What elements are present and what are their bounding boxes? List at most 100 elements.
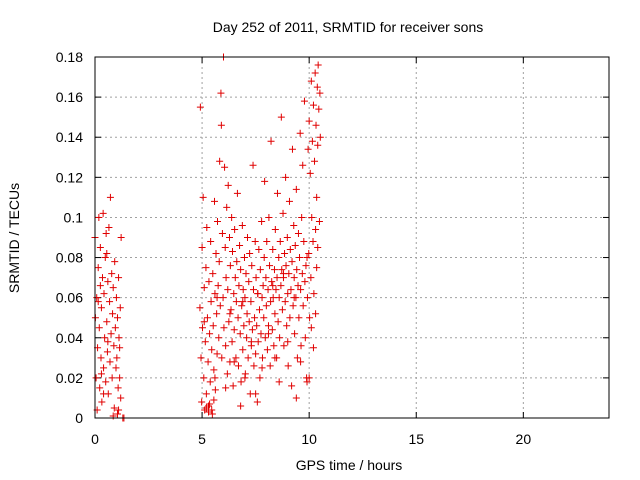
data-point — [265, 213, 273, 221]
data-point — [277, 282, 285, 290]
data-point — [206, 330, 214, 338]
data-point — [107, 330, 115, 338]
data-point — [297, 358, 305, 366]
data-point — [282, 262, 290, 270]
data-point — [269, 294, 277, 302]
data-point — [93, 294, 101, 302]
y-tick-label: 0.16 — [56, 89, 83, 105]
data-point — [289, 302, 297, 310]
data-point — [96, 384, 104, 392]
data-point — [230, 358, 238, 366]
data-point — [315, 217, 323, 225]
data-point — [316, 133, 324, 141]
data-point — [245, 278, 253, 286]
data-point — [223, 370, 231, 378]
data-point — [230, 290, 238, 298]
data-point — [112, 364, 120, 372]
data-point — [302, 262, 310, 270]
data-point — [100, 364, 108, 372]
data-point — [230, 326, 238, 334]
data-point — [269, 246, 277, 254]
data-point — [259, 282, 267, 290]
data-point — [117, 394, 125, 402]
data-point — [310, 290, 318, 298]
data-point — [298, 213, 306, 221]
data-point — [300, 238, 308, 246]
data-point — [285, 197, 293, 205]
data-point — [299, 161, 307, 169]
data-point — [205, 278, 213, 286]
data-point — [197, 354, 205, 362]
data-point — [99, 209, 107, 217]
data-point — [254, 338, 262, 346]
data-point — [297, 286, 305, 294]
x-tick-label: 20 — [516, 431, 532, 447]
data-point — [249, 161, 257, 169]
data-point — [253, 322, 261, 330]
data-point — [97, 304, 105, 312]
x-tick-label: 15 — [408, 431, 424, 447]
data-point — [296, 129, 304, 137]
data-point — [200, 374, 208, 382]
data-point — [275, 294, 283, 302]
data-point — [113, 354, 121, 362]
data-point — [106, 193, 114, 201]
data-point — [305, 374, 313, 382]
data-point — [239, 286, 247, 294]
data-point — [280, 342, 288, 350]
data-point — [288, 382, 296, 390]
data-point — [270, 342, 278, 350]
data-point — [288, 258, 296, 266]
data-point — [97, 370, 105, 378]
data-point — [94, 298, 102, 306]
data-point — [231, 274, 239, 282]
data-point — [276, 334, 284, 342]
data-point — [213, 294, 221, 302]
data-point — [288, 145, 296, 153]
data-point — [211, 386, 219, 394]
data-point — [115, 274, 123, 282]
data-point — [294, 229, 302, 237]
data-point — [315, 105, 323, 113]
x-tick-label: 5 — [198, 431, 206, 447]
data-point — [312, 310, 320, 318]
data-point — [222, 384, 230, 392]
data-point — [301, 334, 309, 342]
axis-ticks — [94, 56, 609, 419]
data-point — [308, 213, 316, 221]
data-point — [219, 294, 227, 302]
data-point — [303, 254, 311, 262]
data-point — [209, 270, 217, 278]
data-point — [240, 254, 248, 262]
data-point — [216, 302, 224, 310]
data-point — [101, 254, 109, 262]
data-point — [255, 246, 263, 254]
data-point — [262, 302, 270, 310]
data-point — [263, 238, 271, 246]
data-point — [225, 318, 233, 326]
data-point — [237, 402, 245, 410]
data-point — [282, 173, 290, 181]
data-point — [236, 242, 244, 250]
data-point — [290, 294, 298, 302]
y-tick-label: 0 — [75, 410, 83, 426]
data-point — [303, 294, 311, 302]
data-point — [102, 229, 110, 237]
y-tick-label: 0.04 — [56, 330, 83, 346]
x-tick-label: 0 — [91, 431, 99, 447]
data-point — [225, 234, 233, 241]
data-point — [224, 286, 232, 294]
data-point — [210, 366, 218, 374]
data-point — [103, 318, 111, 326]
data-point — [274, 318, 282, 326]
data-point — [255, 306, 263, 314]
data-point — [215, 334, 223, 342]
data-point — [304, 145, 312, 153]
data-point — [263, 346, 271, 354]
y-tick-label: 0.08 — [56, 250, 83, 266]
data-point — [96, 282, 104, 290]
data-point — [109, 284, 117, 292]
data-point — [252, 350, 260, 358]
data-point — [267, 298, 275, 306]
data-point — [108, 270, 116, 278]
